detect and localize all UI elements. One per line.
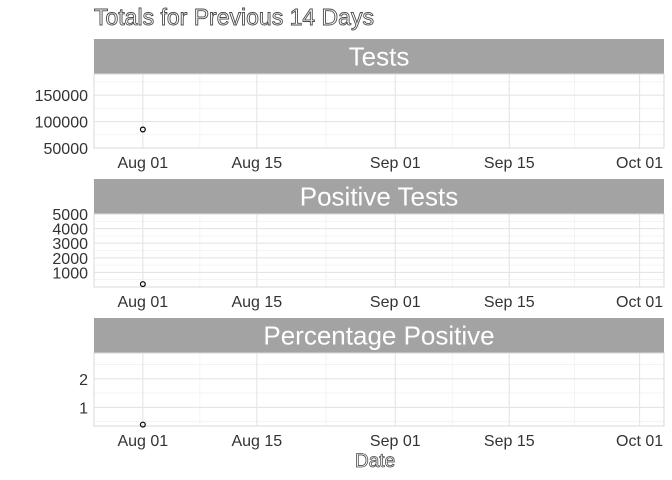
panel2-x-tick-label: Oct 01 — [616, 294, 663, 311]
panel2-y-tick-label: 1000 — [52, 265, 88, 282]
panel1-strip-label: Tests — [349, 42, 410, 72]
panel1-data-point — [139, 126, 146, 133]
panel2-y-tick-label: 5000 — [52, 207, 88, 224]
panel2-x-tick-label: Sep 15 — [484, 294, 535, 311]
panel1-x-tick-label: Sep 01 — [370, 155, 421, 172]
panel1-x-tick-label: Oct 01 — [616, 155, 663, 172]
panel2-x-tick-label: Sep 01 — [370, 294, 421, 311]
panel2-border — [93, 213, 665, 288]
panel3-border — [93, 352, 665, 427]
panel3-x-tick-label: Aug 01 — [117, 433, 168, 450]
panel1-y-tick-label: 150000 — [35, 88, 88, 105]
panel2-strip-label: Positive Tests — [300, 182, 458, 212]
panel3-strip — [94, 318, 664, 353]
panel1-x-tick-label: Sep 15 — [484, 155, 535, 172]
panel3-y-tick-label: 1 — [79, 400, 88, 417]
panel3-x-tick-label: Sep 01 — [370, 433, 421, 450]
panel2-data-point — [139, 281, 146, 288]
panel2-x-tick-label: Aug 01 — [117, 294, 168, 311]
panel1-y-tick-label: 50000 — [44, 141, 89, 158]
panel3-x-tick-label: Sep 15 — [484, 433, 535, 450]
panel2-x-tick-label: Aug 15 — [231, 294, 282, 311]
panel2-strip — [94, 179, 664, 214]
panel3-data-point — [139, 421, 146, 428]
panel3-x-tick-label: Aug 15 — [231, 433, 282, 450]
panel2-y-tick-label: 4000 — [52, 222, 88, 239]
panel1-x-tick-label: Aug 15 — [231, 155, 282, 172]
panel2-y-tick-label: 3000 — [52, 236, 88, 253]
x-axis-label: Date — [355, 451, 396, 473]
chart-title: Totals for Previous 14 Days — [94, 4, 375, 31]
panel3-y-tick-label: 2 — [79, 372, 88, 389]
panel1-strip — [94, 39, 664, 74]
panel1-border — [93, 73, 665, 149]
panel3-background — [94, 353, 664, 426]
panel2-y-tick-label: 2000 — [52, 251, 88, 268]
panel1-x-tick-label: Aug 01 — [117, 155, 168, 172]
panel1-y-tick-label: 100000 — [35, 115, 88, 132]
panel3-x-tick-label: Oct 01 — [616, 433, 663, 450]
panel3-strip-label: Percentage Positive — [263, 321, 494, 351]
panel1-background — [94, 74, 664, 148]
